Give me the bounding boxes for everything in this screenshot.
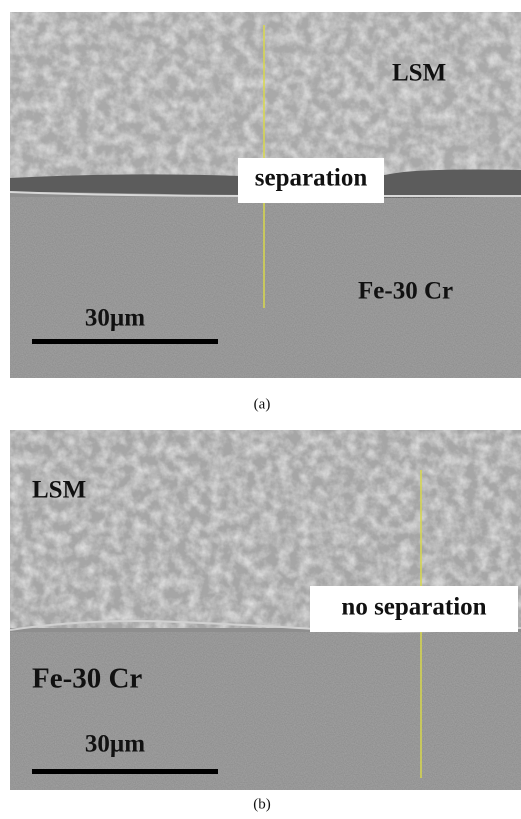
scale-label: 30µm bbox=[85, 731, 145, 758]
panel-a: LSM separation Fe-30 Cr 30µm bbox=[10, 12, 521, 378]
page: {"panels": [ {"caption": "(a)", "top_lab… bbox=[0, 0, 521, 819]
interface-label: no separation bbox=[341, 594, 486, 621]
interface-label: separation bbox=[255, 165, 368, 192]
caption: (a) bbox=[254, 396, 271, 412]
bottom-label: Fe-30 Cr bbox=[32, 663, 142, 695]
caption: (b) bbox=[253, 796, 271, 812]
panel-b: LSM no separation Fe-30 Cr 30µm bbox=[10, 430, 521, 790]
substrate-texture bbox=[10, 632, 521, 790]
figure: LSM separation Fe-30 Cr 30µm (a) LSM no … bbox=[0, 0, 521, 819]
scale-bar bbox=[32, 339, 218, 344]
scale-bar bbox=[32, 769, 218, 774]
scale-label: 30µm bbox=[85, 305, 145, 332]
top-label: LSM bbox=[32, 477, 86, 504]
top-label: LSM bbox=[392, 60, 446, 87]
bottom-label: Fe-30 Cr bbox=[358, 278, 453, 305]
